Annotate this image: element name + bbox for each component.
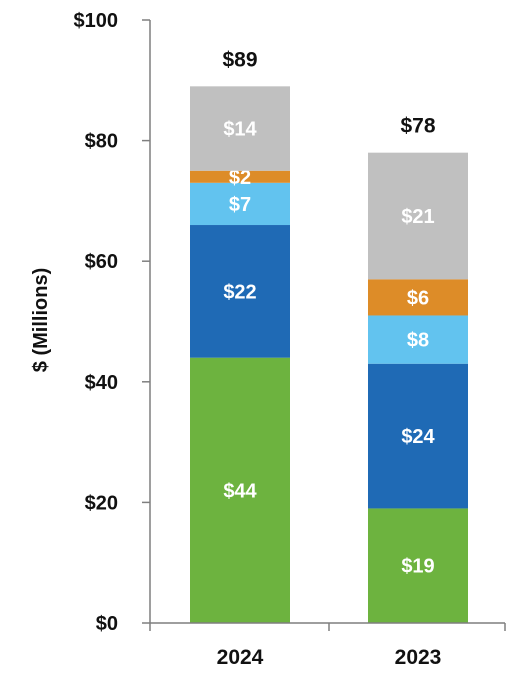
- data-label: $2: [229, 167, 251, 189]
- data-label: $19: [401, 556, 434, 578]
- data-label: $22: [223, 281, 256, 303]
- total-label: $89: [222, 48, 257, 71]
- bar-segment: [190, 86, 290, 171]
- bar-segment: [190, 182, 290, 226]
- x-tick-label: 2024: [217, 646, 264, 669]
- y-tick-label: $40: [85, 372, 118, 394]
- bar-segment: [368, 315, 468, 364]
- bar-segment: [190, 170, 290, 183]
- y-tick-label: $100: [74, 10, 119, 32]
- data-label: $24: [401, 426, 435, 448]
- bars: $44 $22 $7 $2 $14 $89 $19 $24 $8 $6 $21 $78: [190, 48, 468, 623]
- y-tick-label: $0: [96, 613, 118, 635]
- y-tick-label: $60: [85, 251, 118, 273]
- y-tick-label: $80: [85, 131, 118, 153]
- y-axis-title: $ (Millions): [30, 268, 52, 372]
- data-label: $7: [229, 194, 251, 216]
- bar-segment: [368, 279, 468, 316]
- bar-segment: [368, 508, 468, 623]
- data-label: $6: [407, 287, 429, 309]
- bar-segment: [190, 225, 290, 358]
- y-tick-label: $20: [85, 492, 118, 514]
- x-tick-label: 2023: [395, 646, 442, 669]
- x-axis: 2024 2023: [149, 622, 506, 669]
- data-label: $8: [407, 330, 429, 352]
- y-axis: $0 $20 $40 $60 $80 $100: [74, 10, 151, 635]
- data-label: $21: [401, 206, 434, 228]
- data-label: $44: [223, 480, 257, 502]
- bar-segment: [368, 363, 468, 509]
- y-axis-title-group: $ (Millions): [30, 268, 52, 372]
- bar-segment: [190, 357, 290, 623]
- data-label: $14: [223, 119, 257, 141]
- total-label: $78: [400, 115, 435, 138]
- bar-segment: [368, 152, 468, 280]
